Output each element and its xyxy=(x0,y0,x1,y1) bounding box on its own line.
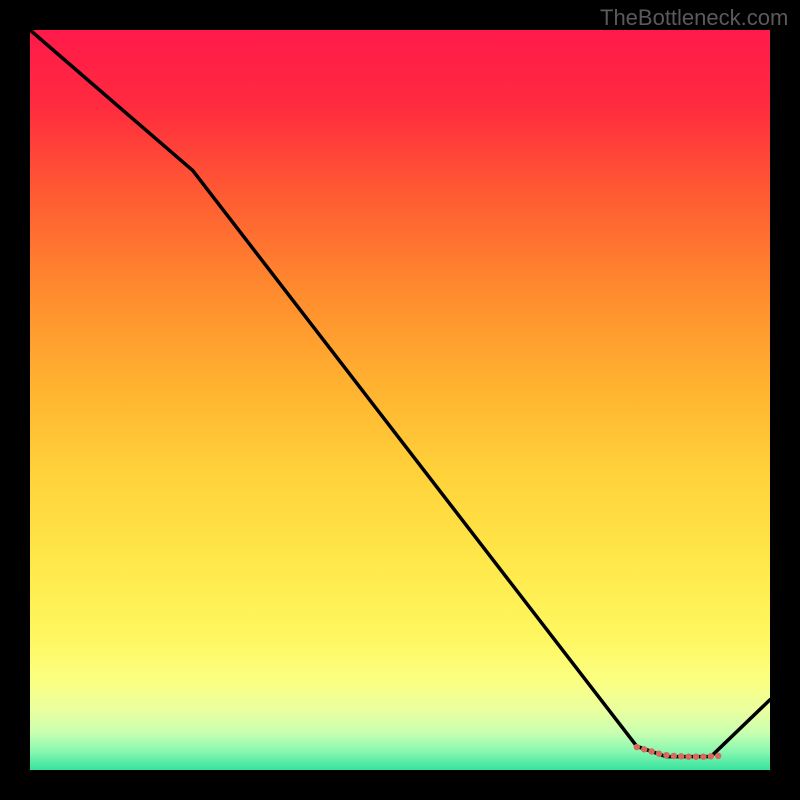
optimal-marker xyxy=(641,746,647,752)
optimal-marker xyxy=(663,752,669,758)
optimal-marker xyxy=(715,753,721,759)
optimal-marker xyxy=(700,753,706,759)
optimal-marker xyxy=(656,751,662,757)
optimal-marker xyxy=(693,753,699,759)
optimal-marker xyxy=(685,753,691,759)
optimal-marker xyxy=(634,744,640,750)
watermark-text: TheBottleneck.com xyxy=(600,5,788,30)
optimal-marker xyxy=(648,748,654,754)
optimal-marker xyxy=(708,753,714,759)
plot-background-gradient xyxy=(30,30,770,770)
optimal-marker xyxy=(678,753,684,759)
plot-area xyxy=(30,30,770,770)
bottleneck-chart: TheBottleneck.com xyxy=(0,0,800,800)
optimal-marker xyxy=(671,753,677,759)
